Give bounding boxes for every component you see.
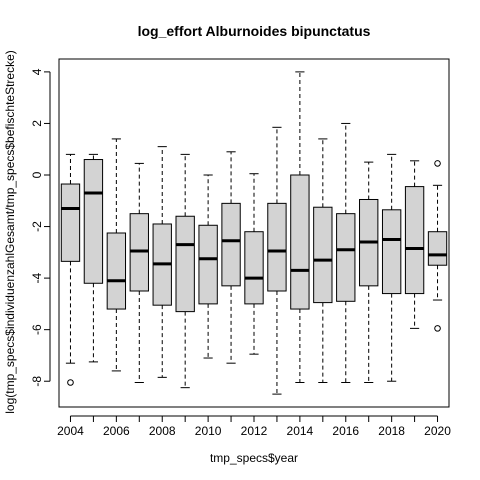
iqr-box (221, 202, 241, 287)
y-tick-label: -4 (30, 272, 44, 283)
y-tick-label: 0 (30, 171, 44, 178)
box-2005 (83, 153, 104, 363)
boxes-group (60, 71, 448, 395)
box-2017 (359, 161, 379, 384)
plot-frame (58, 58, 450, 408)
box-2012 (244, 173, 264, 355)
y-tick-label: -8 (30, 376, 44, 387)
box-2020 (427, 160, 448, 332)
iqr-box (60, 183, 81, 262)
box-2008 (152, 146, 172, 378)
y-axis: -8 -6 -4 -2 0 2 4 (30, 68, 51, 387)
y-tick-label: 4 (30, 68, 44, 75)
x-tick-label: 2008 (149, 424, 176, 438)
iqr-box (244, 231, 264, 305)
iqr-box (336, 213, 356, 302)
x-tick-label: 2016 (332, 424, 359, 438)
x-tick-label: 2006 (103, 424, 130, 438)
box-2011 (221, 151, 241, 364)
outlier-point (434, 325, 441, 332)
iqr-box (175, 215, 195, 313)
box-2004 (60, 153, 81, 386)
outlier-point (67, 379, 74, 386)
x-axis-label: tmp_specs$year (210, 451, 298, 465)
y-tick-label: -2 (30, 221, 44, 232)
iqr-box (198, 224, 218, 305)
box-2014 (290, 71, 310, 384)
iqr-box (106, 232, 127, 310)
iqr-box (267, 202, 287, 292)
iqr-box (83, 159, 104, 284)
x-tick-label: 2014 (287, 424, 314, 438)
iqr-box (404, 186, 425, 295)
x-tick-label: 2018 (378, 424, 405, 438)
box-2016 (336, 122, 356, 384)
x-tick-label: 2012 (241, 424, 268, 438)
iqr-box (313, 206, 333, 304)
outlier-point (434, 160, 441, 167)
iqr-box (290, 174, 310, 310)
x-tick-label: 2020 (424, 424, 451, 438)
y-tick-label: -6 (30, 324, 44, 335)
box-2018 (381, 153, 402, 382)
box-2006 (106, 138, 127, 372)
x-tick-label: 2004 (57, 424, 84, 438)
iqr-box (381, 209, 402, 295)
box-2007 (129, 162, 149, 384)
chart-title: log_effort Alburnoides bipunctatus (138, 23, 371, 39)
x-axis: 2004 2006 2008 2010 2012 2014 2016 2018 2020 (57, 415, 451, 438)
y-tick-label: 2 (30, 120, 44, 127)
box-2015 (313, 138, 333, 384)
y-axis-label: log(tmp_specs$individuenzahlGesamt/tmp_s… (3, 50, 17, 414)
iqr-box (427, 231, 448, 266)
box-2009 (175, 153, 195, 389)
x-tick-label: 2010 (195, 424, 222, 438)
box-2010 (198, 174, 218, 359)
box-2019 (404, 160, 425, 329)
box-2013 (267, 126, 287, 395)
